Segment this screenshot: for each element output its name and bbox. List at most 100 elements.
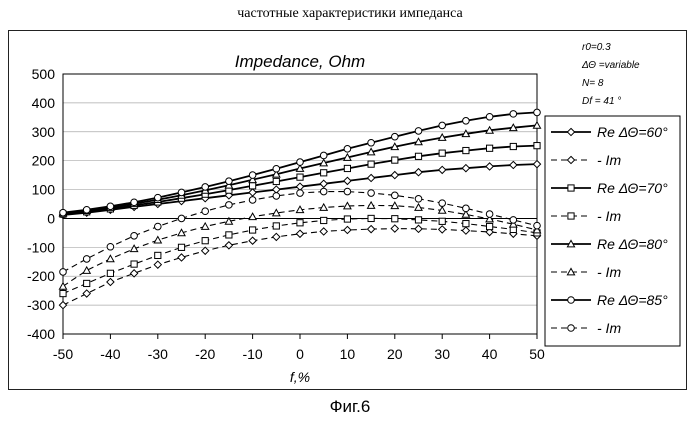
x-tick-label: 50 [529, 346, 545, 362]
figure-label: Фиг.6 [329, 397, 371, 416]
data-point [462, 220, 470, 228]
data-point [485, 210, 494, 218]
data-point [319, 179, 329, 189]
data-point [342, 152, 352, 161]
data-point [485, 125, 495, 134]
data-point [319, 202, 329, 211]
data-point [533, 108, 541, 117]
x-tick-label: 0 [296, 346, 304, 362]
data-point [271, 169, 281, 178]
data-point [272, 222, 280, 230]
data-point [154, 222, 162, 231]
data-point [295, 205, 305, 214]
data-point [533, 142, 541, 150]
x-tick-label: 20 [387, 346, 403, 362]
data-point [249, 226, 257, 234]
data-point [366, 224, 376, 234]
data-point [224, 241, 234, 250]
legend-marker [566, 239, 576, 248]
data-point [271, 232, 281, 242]
data-point [485, 162, 494, 171]
data-point [343, 187, 352, 196]
data-point [414, 127, 423, 135]
data-point [390, 170, 400, 180]
data-point [390, 224, 400, 233]
data-point [59, 208, 67, 217]
legend-label: Re ΔΘ=85° [597, 292, 668, 308]
data-point [272, 192, 281, 200]
data-point [414, 195, 423, 203]
data-point [272, 164, 281, 173]
data-point [248, 175, 258, 184]
data-point [296, 219, 304, 227]
data-point [201, 183, 209, 191]
data-point [485, 112, 494, 121]
legend-label: - Im [597, 208, 621, 224]
data-point [414, 224, 423, 234]
y-tick-label: 100 [32, 182, 56, 198]
data-point [508, 123, 518, 132]
data-point [414, 167, 423, 177]
annotation-r0: r0=0.3 [582, 42, 611, 53]
data-point [248, 171, 257, 179]
data-point [437, 205, 447, 214]
x-tick-label: -20 [195, 346, 215, 362]
chart-title: Impedance, Ohm [235, 52, 365, 71]
data-point [367, 189, 375, 197]
data-point [533, 221, 541, 230]
data-point [367, 138, 375, 147]
data-point [320, 169, 328, 177]
legend-label: - Im [597, 264, 621, 280]
data-point [295, 182, 305, 191]
data-point [225, 177, 233, 185]
data-point [343, 225, 352, 235]
data-point [105, 254, 115, 263]
data-point [367, 214, 375, 223]
data-point [461, 209, 471, 218]
x-tick-label: -50 [53, 346, 73, 362]
data-point [486, 144, 494, 152]
series-line-3 [62, 217, 538, 295]
x-tick-label: -10 [242, 346, 262, 362]
data-point [296, 158, 304, 166]
data-point [461, 163, 471, 173]
data-point [200, 221, 210, 230]
data-point [509, 216, 518, 224]
data-point [437, 225, 447, 234]
data-point [391, 191, 399, 200]
data-point [438, 149, 446, 157]
data-point [225, 201, 233, 209]
data-point [509, 110, 518, 118]
legend-marker [566, 267, 576, 276]
x-tick-label: -40 [100, 346, 120, 362]
data-point [130, 260, 138, 268]
legend-label: - Im [597, 320, 621, 336]
data-point [82, 205, 91, 214]
data-point [508, 219, 518, 228]
data-point [343, 164, 351, 173]
data-point [249, 182, 257, 190]
data-point [366, 200, 376, 209]
x-axis-label: f,% [290, 369, 310, 385]
data-point [462, 146, 470, 155]
data-point [485, 214, 495, 223]
annotation-dtheta: ΔΘ =variable [581, 60, 640, 71]
chart-frame [8, 30, 687, 390]
data-point [177, 188, 186, 197]
legend-marker [567, 212, 575, 220]
data-point [437, 165, 447, 175]
data-point [177, 253, 186, 262]
legend-marker [567, 324, 575, 332]
data-point [319, 158, 329, 167]
legend-label: Re ΔΘ=70° [597, 180, 668, 196]
y-tick-label: 500 [32, 66, 56, 82]
data-point [130, 198, 138, 207]
annotation-df: Df = 41 ° [582, 96, 621, 107]
x-tick-label: 10 [340, 346, 356, 362]
data-point [271, 185, 281, 194]
data-point [391, 156, 399, 164]
legend-marker [566, 127, 576, 137]
data-point [82, 265, 92, 274]
y-tick-label: -200 [27, 268, 55, 284]
